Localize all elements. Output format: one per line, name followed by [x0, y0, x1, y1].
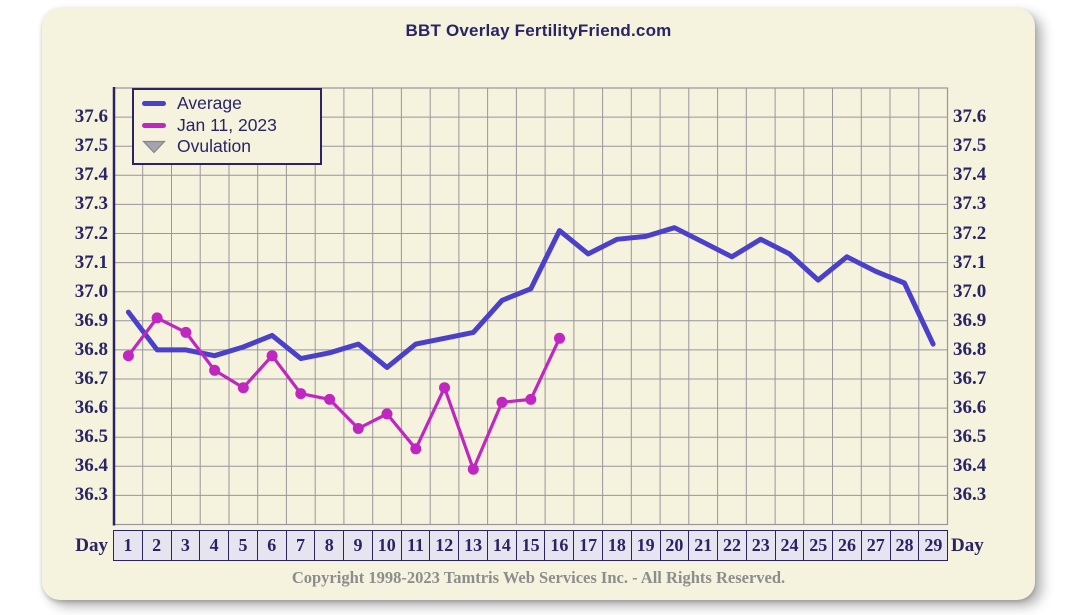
day-cell: 26: [833, 531, 862, 560]
overlay-point: [266, 350, 278, 362]
day-cell: 3: [171, 531, 201, 560]
overlay-point: [496, 396, 508, 408]
overlay-point: [554, 332, 565, 344]
chart-title: BBT Overlay FertilityFriend.com: [405, 21, 672, 40]
temp-tick-label-left: 37.3: [74, 193, 108, 215]
temp-tick-label-right: 36.4: [953, 455, 987, 477]
overlay-point: [151, 312, 163, 324]
temp-tick-label-left: 37.4: [74, 164, 108, 186]
temp-tick-label-left: 37.5: [74, 135, 108, 157]
temp-tick-label-left: 36.4: [74, 455, 108, 477]
temp-tick-label-right: 37.4: [953, 164, 987, 186]
day-cell: 14: [487, 531, 517, 560]
legend-item-overlay-date: Jan 11, 2023: [142, 115, 312, 137]
overlay-point: [381, 408, 393, 420]
legend-label: Average: [177, 93, 242, 114]
day-cell: 28: [890, 531, 920, 560]
day-cell: 4: [200, 531, 230, 560]
legend-label: Jan 11, 2023: [177, 114, 277, 135]
day-cell: 5: [229, 531, 258, 560]
temp-tick-label-left: 37.2: [74, 222, 108, 244]
temp-tick-label-left: 36.3: [74, 484, 108, 506]
temp-tick-label-right: 36.9: [953, 309, 987, 331]
day-cell: 12: [430, 531, 460, 560]
ovulation-triangle-icon: [142, 140, 166, 154]
temp-tick-label-right: 36.5: [953, 426, 987, 448]
temp-tick-label-left: 36.9: [74, 309, 108, 331]
temp-tick-label-left: 36.6: [74, 397, 108, 419]
day-cell: 17: [574, 531, 604, 560]
day-cell: 22: [718, 531, 747, 560]
overlay-point: [209, 364, 221, 376]
temp-tick-label-right: 37.2: [953, 222, 987, 244]
day-cell: 8: [315, 531, 345, 560]
day-cell: 10: [372, 531, 402, 560]
h-gridlines: [114, 116, 948, 496]
overlay-point: [410, 443, 422, 455]
temp-tick-label-left: 37.6: [74, 106, 108, 128]
temp-tick-label-right: 37.6: [953, 106, 987, 128]
temp-tick-label-right: 37.1: [953, 251, 987, 273]
day-cell: 13: [459, 531, 488, 560]
legend-item-ovulation: Ovulation: [142, 136, 312, 158]
temp-tick-label-left: 36.5: [74, 426, 108, 448]
day-axis-strip: 1 2 3 4 5 6 7 8 9 10 11 12 13 14 15 16 17 18 19 20 21 22 23 24 2…: [113, 530, 948, 561]
overlay-point: [122, 350, 134, 362]
day-cell: 9: [344, 531, 373, 560]
day-cell: 11: [401, 531, 431, 560]
day-cell: 2: [142, 531, 172, 560]
temp-tick-label-right: 36.3: [953, 484, 987, 506]
temp-tick-label-right: 36.8: [953, 338, 987, 360]
overlay-point: [525, 393, 537, 405]
day-cell: 7: [286, 531, 316, 560]
day-cell: 15: [516, 531, 546, 560]
overlay-point: [324, 393, 336, 405]
overlay-point: [295, 388, 307, 400]
temp-tick-label-right: 37.3: [953, 193, 987, 215]
chart-card: BBT Overlay FertilityFriend.com Average …: [42, 8, 1035, 600]
day-cell: 24: [775, 531, 805, 560]
chart-legend: Average Jan 11, 2023 Ovulation: [132, 88, 322, 165]
day-cell: 25: [804, 531, 834, 560]
legend-item-average: Average: [142, 93, 312, 115]
day-cell: 1: [114, 531, 143, 560]
overlay-point: [180, 326, 192, 338]
day-axis-label-left: Day: [75, 535, 108, 556]
day-cell: 16: [545, 531, 575, 560]
temp-tick-label-left: 37.1: [74, 251, 108, 273]
copyright-text: Copyright 1998-2023 Tamtris Web Services…: [291, 568, 786, 587]
temp-tick-label-right: 37.5: [953, 135, 987, 157]
day-cell: 27: [861, 531, 891, 560]
day-cell: 29: [919, 531, 948, 560]
day-axis-label-right: Day: [951, 535, 984, 556]
temp-tick-label-right: 36.6: [953, 397, 987, 419]
overlay-point: [237, 382, 249, 394]
day-cell: 20: [660, 531, 690, 560]
overlay-point: [467, 463, 479, 475]
average-line-series: [125, 225, 936, 370]
day-cell: 21: [689, 531, 719, 560]
average-line-swatch: [142, 101, 166, 107]
overlay-line-series: [122, 312, 565, 475]
day-cell: 23: [746, 531, 776, 560]
day-cell: 18: [603, 531, 632, 560]
overlay-line-swatch: [142, 122, 166, 128]
day-cell: 19: [631, 531, 661, 560]
day-cell: 6: [257, 531, 287, 560]
temp-tick-label-left: 37.0: [74, 280, 108, 302]
temp-tick-label-right: 37.0: [953, 280, 987, 302]
temp-tick-label-left: 36.7: [74, 368, 108, 389]
temp-tick-label-left: 36.8: [74, 338, 108, 360]
overlay-point: [352, 423, 364, 434]
bbt-chart-plot: [112, 87, 949, 526]
overlay-point: [439, 382, 450, 394]
legend-label: Ovulation: [177, 136, 251, 157]
temp-tick-label-right: 36.7: [953, 368, 987, 389]
